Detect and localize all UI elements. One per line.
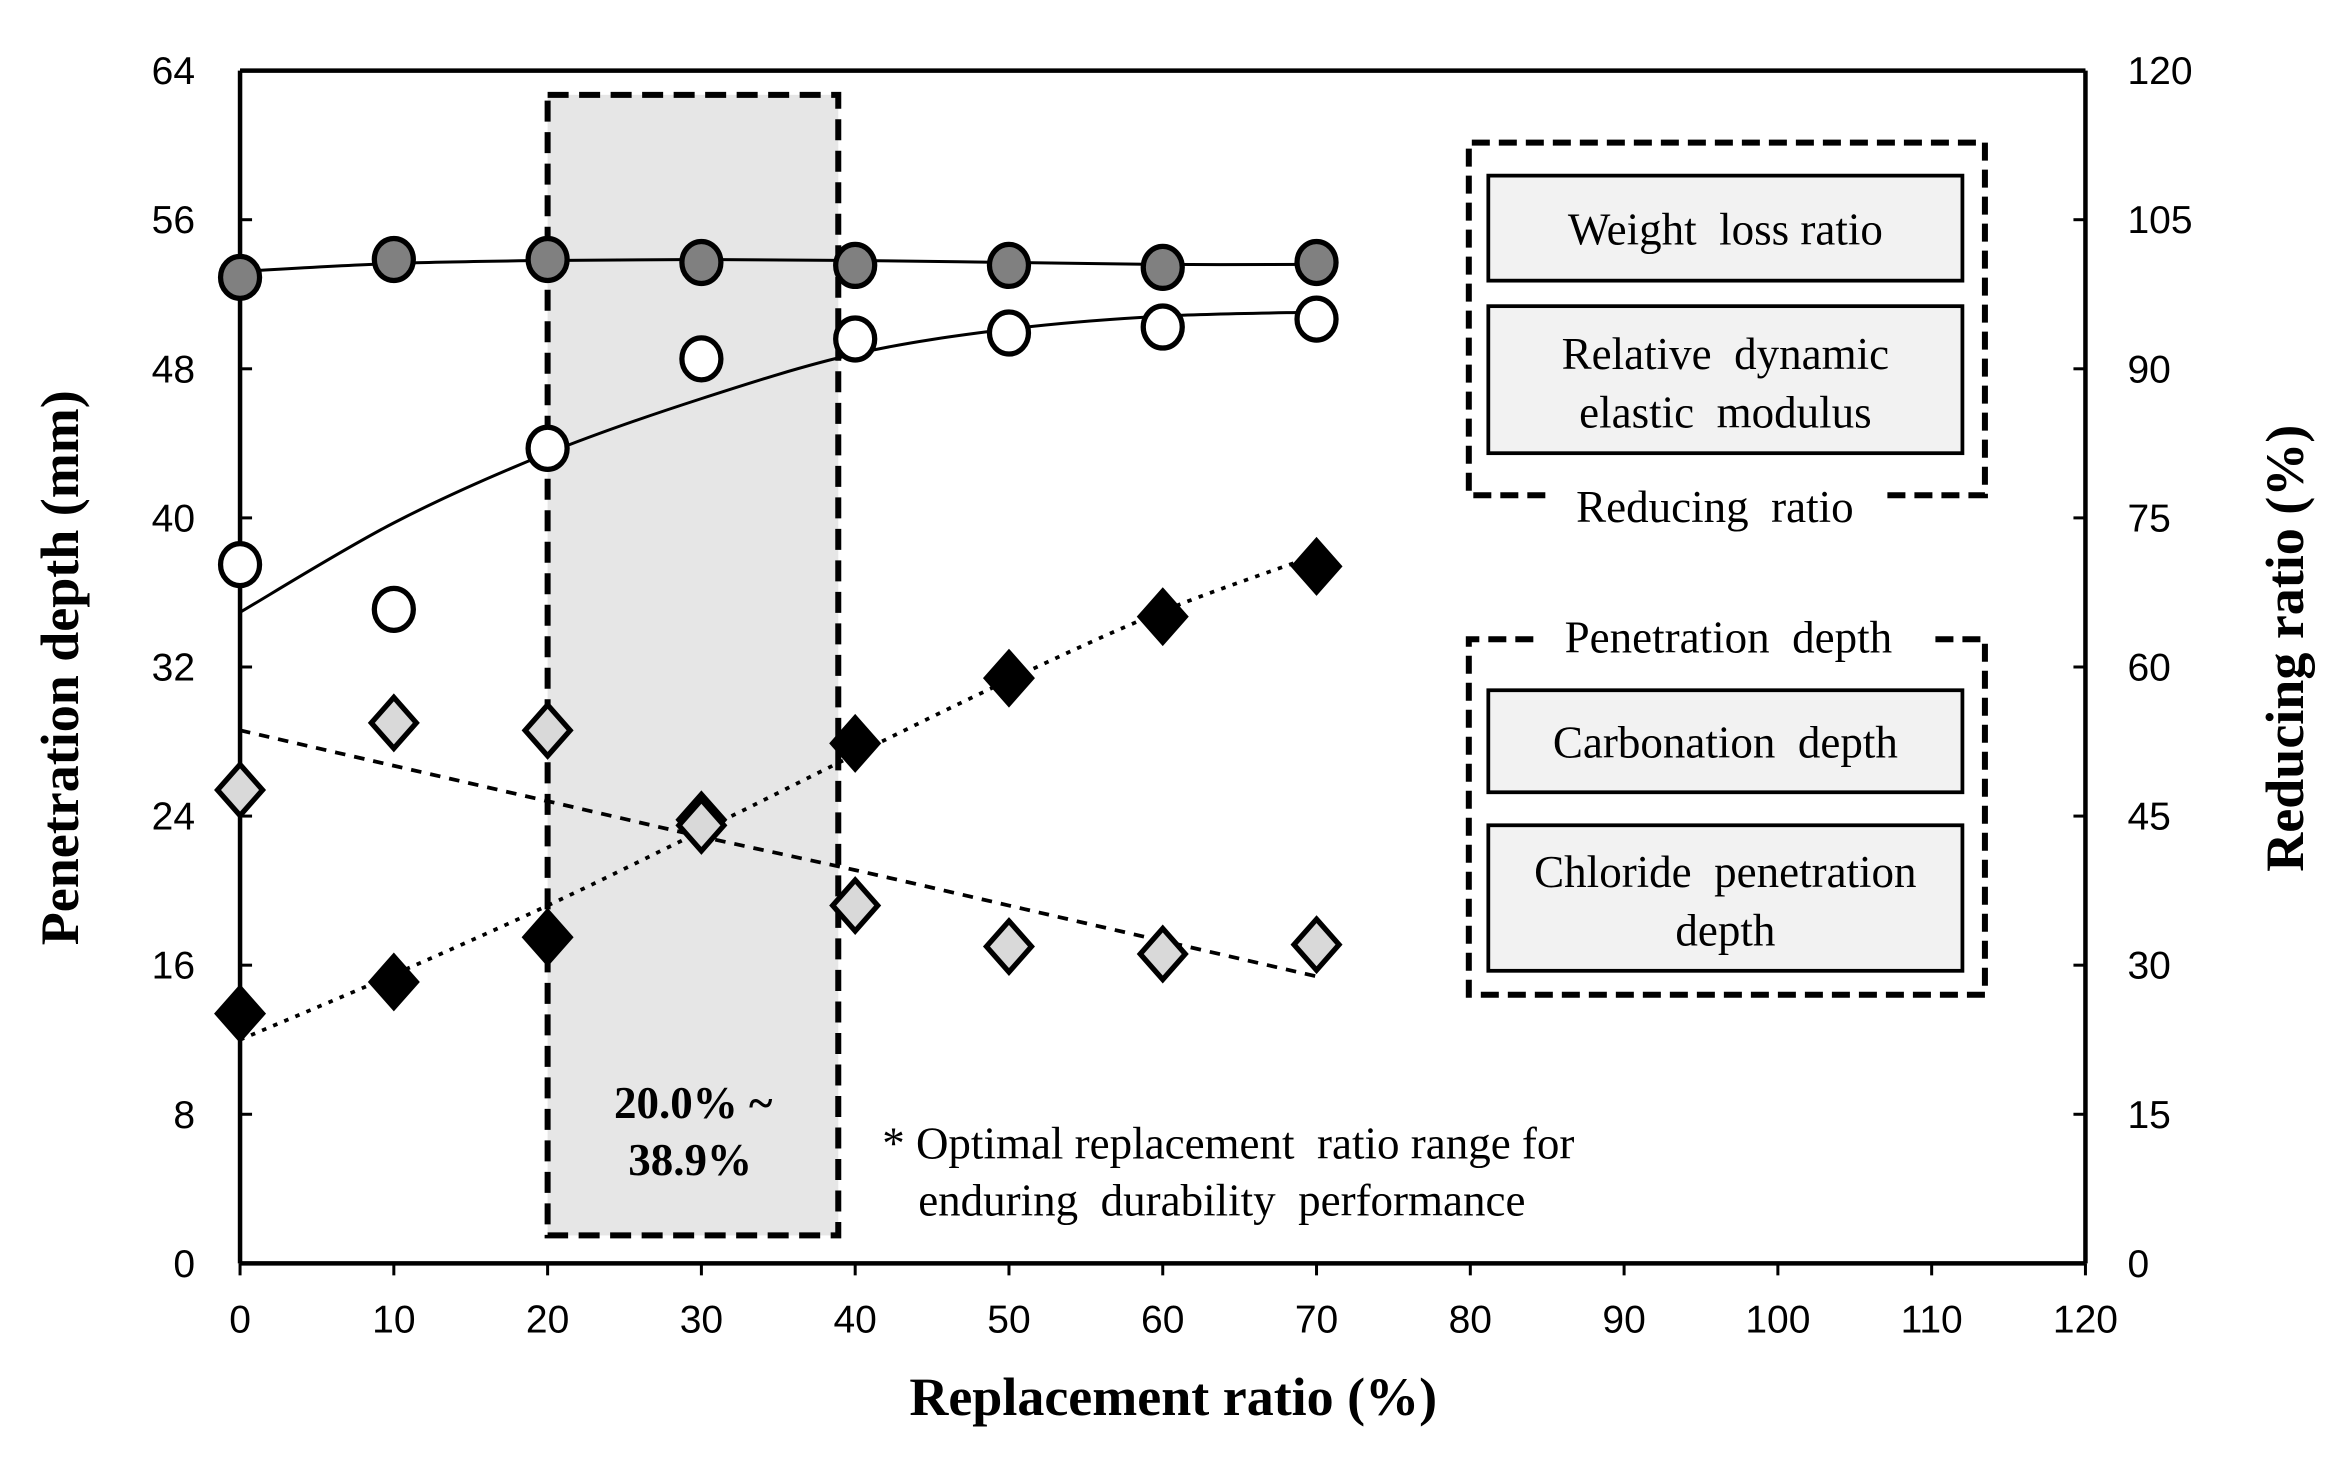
point-weight-loss-ratio	[1294, 238, 1339, 287]
point-relative-dynamic-elastic-modulus	[1294, 295, 1339, 343]
y2-tick-label: 0	[2127, 1243, 2149, 1286]
legend-box-relative-dynamic	[1486, 304, 1965, 456]
point-chloride-penetration-depth	[829, 876, 882, 936]
y2-tick-label: 90	[2127, 348, 2170, 391]
point-chloride-penetration-depth	[521, 700, 574, 760]
x-axis-title: Replacement ratio (%)	[909, 1367, 1437, 1427]
point-relative-dynamic-elastic-modulus	[525, 424, 570, 472]
y-tick-label: 24	[152, 796, 195, 839]
optimal-range-region	[544, 91, 842, 1239]
legend-box-chloride	[1486, 823, 1965, 973]
y2-tick-label: 15	[2127, 1094, 2170, 1137]
y2-tick-label: 120	[2127, 50, 2192, 93]
legend-box-carbonation	[1486, 688, 1965, 795]
point-carbonation-depth	[1136, 587, 1189, 647]
y-tick-label: 64	[152, 50, 195, 93]
point-carbonation-depth	[982, 648, 1035, 708]
legend-label-weight-loss: Weight loss ratio	[1568, 205, 1883, 255]
point-relative-dynamic-elastic-modulus	[679, 335, 724, 383]
point-relative-dynamic-elastic-modulus	[986, 309, 1032, 357]
point-weight-loss-ratio	[986, 241, 1032, 290]
point-carbonation-depth	[367, 952, 420, 1012]
point-chloride-penetration-depth	[1290, 915, 1343, 975]
y-tick-label: 8	[173, 1094, 195, 1137]
legend-frame	[1465, 636, 1988, 998]
y-tick-label: 48	[152, 348, 195, 391]
point-carbonation-depth	[521, 907, 574, 967]
point-chloride-penetration-depth	[675, 795, 728, 855]
x-tick-label: 100	[1745, 1298, 1810, 1341]
point-carbonation-depth	[829, 713, 882, 773]
x-tick-label: 120	[2053, 1298, 2118, 1341]
x-tick-label: 40	[833, 1298, 876, 1341]
x-tick-label: 20	[526, 1298, 569, 1341]
point-weight-loss-ratio	[217, 253, 263, 301]
legend-box-weight-loss	[1486, 173, 1965, 283]
y2-tick-label: 60	[2127, 646, 2170, 689]
x-tick-label: 50	[987, 1298, 1030, 1341]
y-tick-label: 16	[152, 945, 195, 988]
legend-label-relative-dynamic-1: Relative dynamic	[1562, 329, 1889, 379]
x-tick-label: 70	[1295, 1298, 1338, 1341]
point-chloride-penetration-depth	[367, 693, 420, 753]
point-chloride-penetration-depth	[982, 917, 1035, 977]
legend-label-carbonation: Carbonation depth	[1553, 718, 1898, 768]
x-tick-label: 90	[1602, 1298, 1645, 1341]
point-weight-loss-ratio	[1140, 243, 1185, 292]
point-relative-dynamic-elastic-modulus	[1140, 303, 1185, 351]
legend-frame	[1465, 139, 1988, 499]
x-tick-label: 110	[1901, 1298, 1963, 1341]
legend-label-relative-dynamic-2: elastic modulus	[1579, 388, 1871, 438]
legend-penetration-depth: Penetration depth Carbonation depth Chlo…	[1465, 613, 1988, 998]
point-chloride-penetration-depth	[214, 760, 267, 820]
point-chloride-penetration-depth	[1136, 924, 1189, 984]
point-weight-loss-ratio	[525, 235, 570, 284]
y-tick-label: 32	[152, 646, 195, 689]
annotation-line-2: enduring durability performance	[918, 1175, 1525, 1225]
legend-label-chloride-2: depth	[1675, 905, 1775, 955]
y2-axis-title: Reducing ratio (%)	[2255, 425, 2315, 872]
trendline-chloride-penetration-depth	[239, 728, 1317, 979]
highlight-label-2: 38.9%	[628, 1135, 752, 1185]
y-tick-label: 56	[152, 199, 195, 242]
y-tick-label: 40	[152, 497, 195, 540]
legend-reducing-ratio: Reducing ratio Weight loss ratio Relativ…	[1465, 139, 1988, 532]
point-relative-dynamic-elastic-modulus	[371, 585, 416, 633]
legend-group-title: Penetration depth	[1565, 613, 1892, 663]
y2-tick-label: 75	[2127, 497, 2170, 540]
point-relative-dynamic-elastic-modulus	[217, 540, 263, 589]
point-weight-loss-ratio	[371, 235, 416, 284]
trendline-carbonation-depth	[239, 553, 1318, 1042]
x-tick-label: 10	[372, 1298, 415, 1341]
y2-tick-label: 30	[2127, 945, 2170, 988]
point-weight-loss-ratio	[833, 241, 878, 290]
x-tick-label: 60	[1141, 1298, 1184, 1341]
legend-label-chloride-1: Chloride penetration	[1534, 847, 1916, 897]
point-relative-dynamic-elastic-modulus	[833, 315, 878, 363]
x-tick-label: 80	[1449, 1298, 1492, 1341]
y2-tick-label: 105	[2127, 199, 2192, 242]
x-tick-label: 0	[229, 1298, 251, 1341]
highlight-label-1: 20.0% ~	[614, 1078, 773, 1128]
point-weight-loss-ratio	[679, 238, 724, 287]
annotation-line-1: * Optimal replacement ratio range for	[882, 1118, 1574, 1168]
y-tick-label: 0	[173, 1243, 195, 1286]
legend-group-title: Reducing ratio	[1576, 482, 1853, 532]
y-axis-title: Penetration depth (mm)	[30, 390, 90, 945]
y2-tick-label: 45	[2127, 796, 2170, 839]
point-carbonation-depth	[1290, 536, 1343, 596]
x-tick-label: 30	[680, 1298, 723, 1341]
point-carbonation-depth	[214, 984, 267, 1044]
